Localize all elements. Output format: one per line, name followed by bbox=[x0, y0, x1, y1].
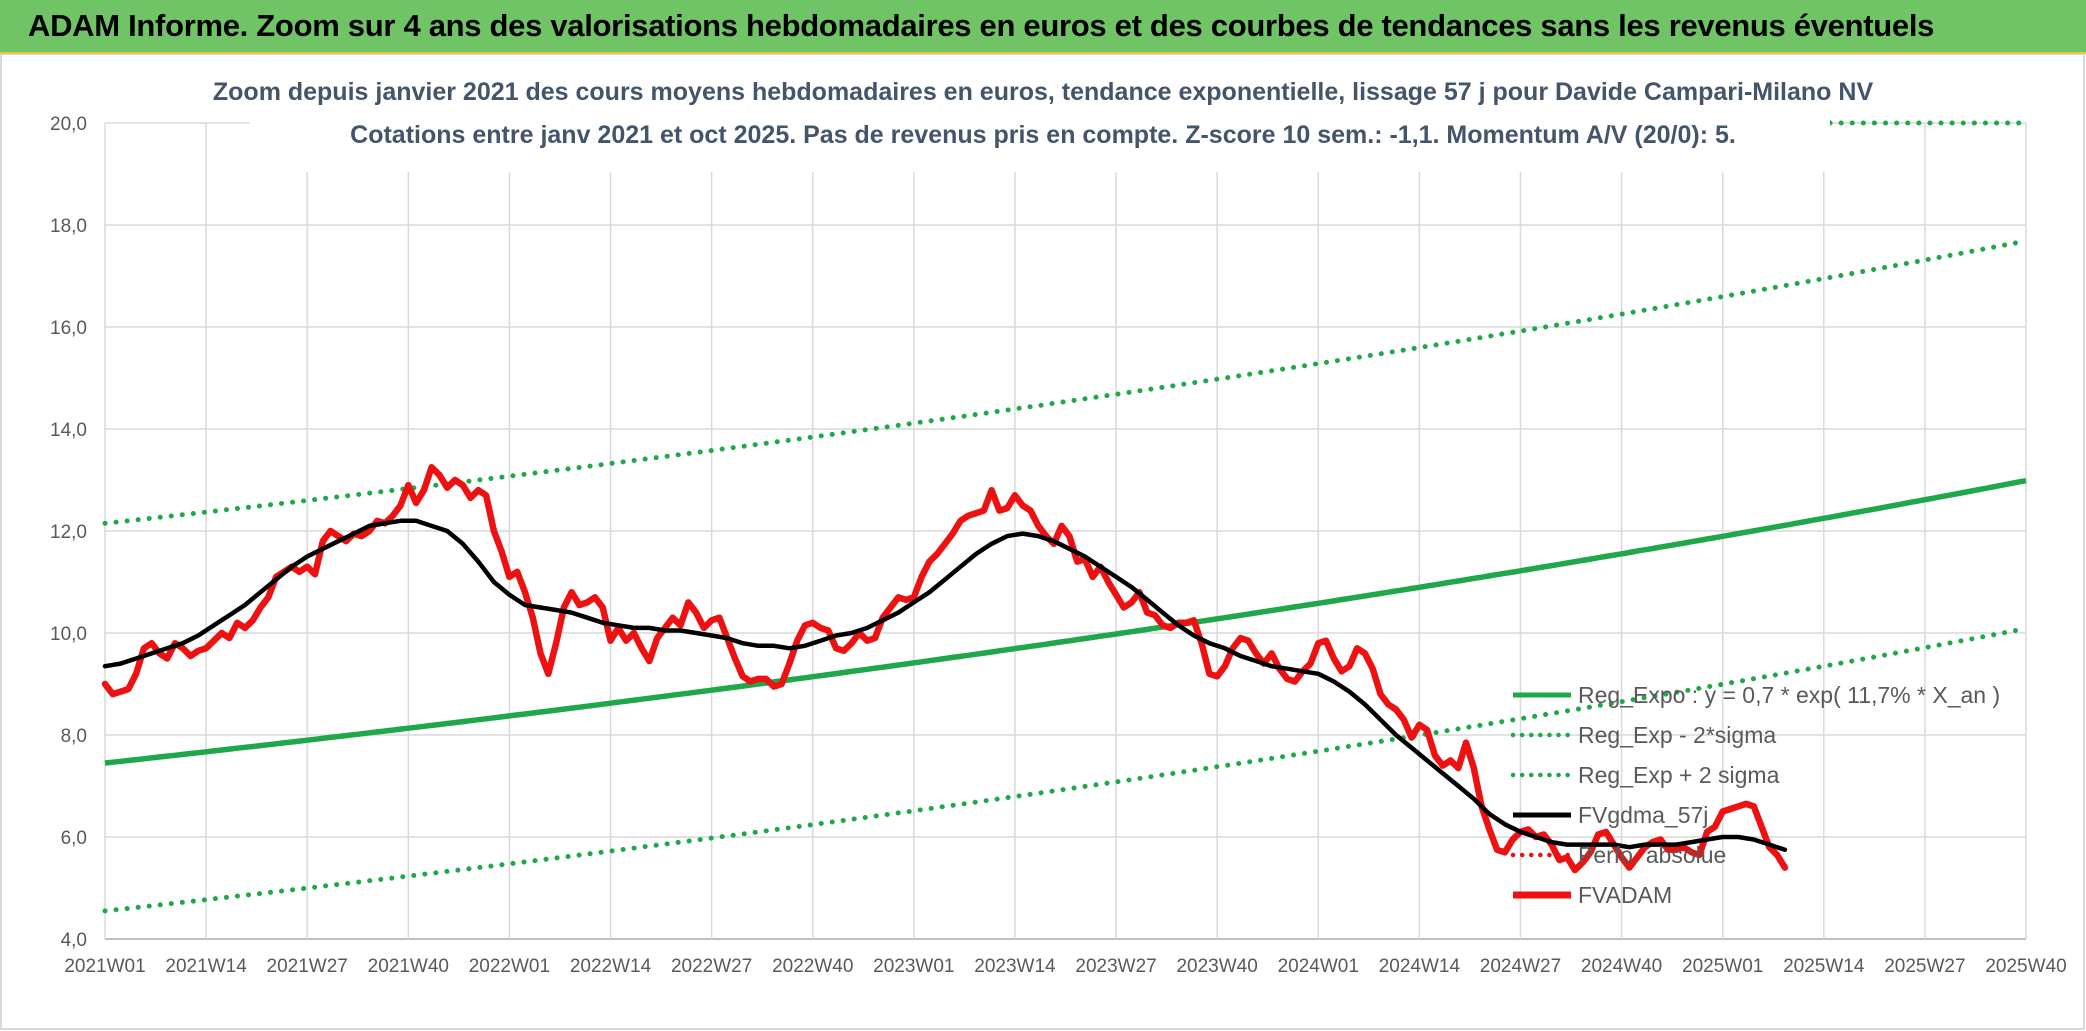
x-tick-label: 2022W27 bbox=[671, 956, 752, 977]
y-tick-label: 18,0 bbox=[50, 216, 87, 237]
y-tick-label: 16,0 bbox=[50, 318, 87, 339]
series-reg-expo bbox=[104, 477, 2027, 766]
x-tick-label: 2025W14 bbox=[1783, 956, 1865, 977]
x-tick-label: 2021W01 bbox=[64, 956, 145, 977]
y-tick-label: 4,0 bbox=[61, 930, 87, 951]
legend: Reg_Expo : y = 0,7 * exp( 11,7% * X_an )… bbox=[1510, 682, 2000, 908]
legend-label: Perfo. absolue bbox=[1578, 842, 1726, 868]
chart-subtitle: Cotations entre janv 2021 et oct 2025. P… bbox=[350, 121, 1736, 149]
x-tick-label: 2022W01 bbox=[469, 956, 550, 977]
legend-label: Reg_Exp + 2 sigma bbox=[1578, 762, 1780, 788]
series-lines bbox=[101, 120, 2029, 914]
series-reg-exp-minus-2-sigma bbox=[102, 626, 2029, 914]
y-tick-label: 10,0 bbox=[50, 624, 87, 645]
x-tick-label: 2024W40 bbox=[1581, 956, 1662, 977]
y-tick-label: 8,0 bbox=[61, 726, 87, 747]
header-bar: ADAM Informe. Zoom sur 4 ans des valoris… bbox=[0, 0, 2086, 54]
x-tick-label: 2022W40 bbox=[772, 956, 853, 977]
series-fvgdma-57j bbox=[102, 518, 1788, 853]
x-tick-label: 2023W40 bbox=[1176, 956, 1257, 977]
report-title: ADAM Informe. Zoom sur 4 ans des valoris… bbox=[28, 8, 1935, 43]
x-tick-label: 2024W01 bbox=[1278, 956, 1359, 977]
legend-label: Reg_Exp - 2*sigma bbox=[1578, 722, 1776, 748]
chart-area bbox=[0, 54, 2085, 1030]
title-box bbox=[250, 60, 1830, 172]
chart: 4,0 6,0 8,0 10,0 12,0 14,0 16,0 18,0 20,0 2021W0… bbox=[0, 54, 2085, 1030]
x-tick-label: 2023W14 bbox=[974, 956, 1056, 977]
x-tick-label: 2024W27 bbox=[1480, 956, 1561, 977]
legend-label: FVADAM bbox=[1578, 882, 1672, 908]
gridlines bbox=[104, 122, 2027, 940]
legend-label: FVgdma_57j bbox=[1578, 802, 1708, 828]
x-tick-label: 2025W40 bbox=[1985, 956, 2066, 977]
x-tick-label: 2021W40 bbox=[368, 956, 449, 977]
x-axis-ticks: 2021W01 2021W14 2021W27 2021W40 2022W01 2022W… bbox=[64, 956, 2066, 977]
legend-label: Reg_Expo : y = 0,7 * exp( 11,7% * X_an ) bbox=[1578, 682, 2000, 708]
x-tick-label: 2021W14 bbox=[165, 956, 247, 977]
chart-title: Zoom depuis janvier 2021 des cours moyen… bbox=[213, 78, 1874, 106]
x-tick-label: 2025W01 bbox=[1682, 956, 1763, 977]
x-tick-label: 2023W01 bbox=[873, 956, 954, 977]
y-tick-label: 20,0 bbox=[50, 114, 87, 135]
x-tick-label: 2024W14 bbox=[1379, 956, 1461, 977]
y-tick-label: 6,0 bbox=[61, 828, 87, 849]
y-tick-label: 12,0 bbox=[50, 522, 87, 543]
x-tick-label: 2023W27 bbox=[1075, 956, 1156, 977]
y-axis-ticks: 4,0 6,0 8,0 10,0 12,0 14,0 16,0 18,0 20,0 bbox=[50, 114, 87, 951]
x-tick-label: 2022W14 bbox=[570, 956, 652, 977]
x-tick-label: 2025W27 bbox=[1884, 956, 1965, 977]
x-tick-label: 2021W27 bbox=[267, 956, 348, 977]
series-fvadam bbox=[101, 464, 1789, 874]
y-tick-label: 14,0 bbox=[50, 420, 87, 441]
